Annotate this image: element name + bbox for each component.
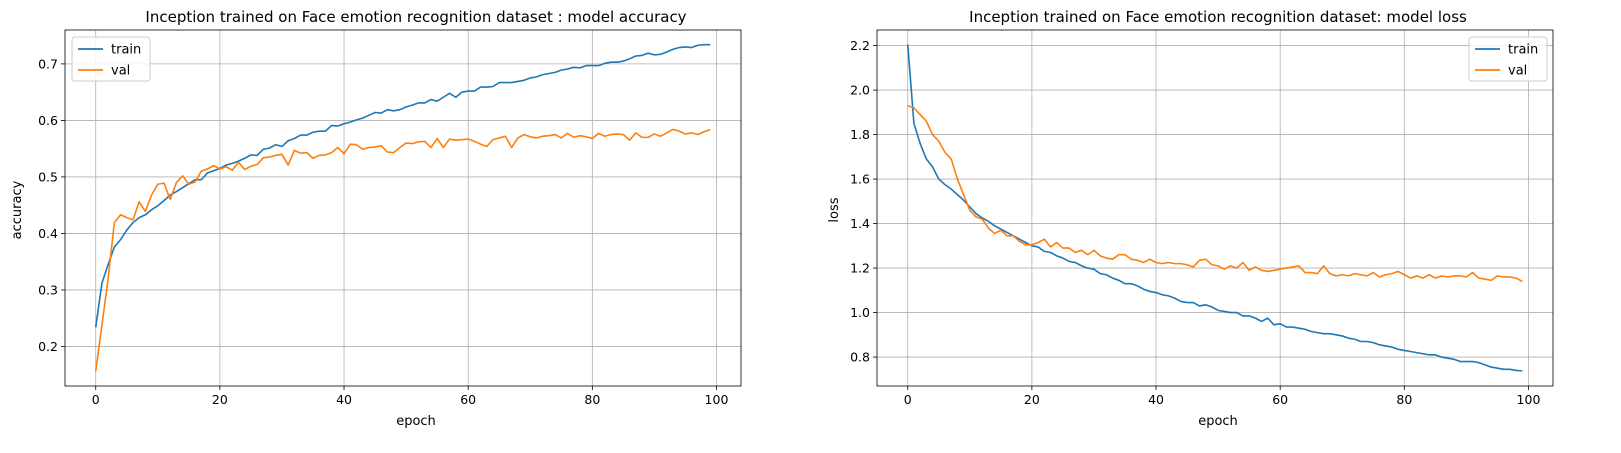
loss-xtick-label: 80 bbox=[1396, 392, 1412, 407]
accuracy-ytick-label: 0.6 bbox=[38, 113, 58, 128]
loss-ytick-label: 1.6 bbox=[850, 172, 870, 187]
accuracy-xtick-label: 40 bbox=[336, 392, 352, 407]
loss-ytick-label: 1.8 bbox=[850, 127, 870, 142]
accuracy-grid bbox=[65, 30, 741, 386]
accuracy-chart: Inception trained on Face emotion recogn… bbox=[10, 8, 742, 429]
accuracy-ytick-label: 0.7 bbox=[38, 56, 58, 71]
accuracy-xtick-label: 80 bbox=[584, 392, 600, 407]
loss-legend-label-train: train bbox=[1508, 43, 1538, 58]
accuracy-chart-ylabel: accuracy bbox=[10, 180, 25, 239]
accuracy-legend-label-val: val bbox=[111, 64, 130, 79]
accuracy-chart-title: Inception trained on Face emotion recogn… bbox=[145, 8, 686, 26]
loss-grid bbox=[877, 30, 1553, 386]
accuracy-legend: train val bbox=[71, 36, 151, 82]
loss-chart-title: Inception trained on Face emotion recogn… bbox=[969, 8, 1467, 26]
accuracy-xtick-label: 20 bbox=[212, 392, 228, 407]
loss-ytick-label: 2.2 bbox=[850, 38, 870, 53]
accuracy-chart-xlabel: epoch bbox=[396, 414, 436, 429]
accuracy-xtick-label: 0 bbox=[92, 392, 100, 407]
accuracy-ytick-label: 0.4 bbox=[38, 226, 58, 241]
loss-xtick-label: 100 bbox=[1517, 392, 1541, 407]
accuracy-axes-frame bbox=[64, 29, 742, 387]
loss-ytick-label: 1.2 bbox=[850, 261, 870, 276]
accuracy-ytick-label: 0.3 bbox=[38, 282, 58, 297]
loss-legend-label-val: val bbox=[1508, 64, 1527, 79]
accuracy-xtick-label: 60 bbox=[460, 392, 476, 407]
loss-train-line bbox=[906, 44, 1523, 372]
accuracy-xtick-label: 100 bbox=[705, 392, 729, 407]
loss-ytick-label: 2.0 bbox=[850, 83, 870, 98]
loss-chart-ylabel: loss bbox=[827, 197, 842, 222]
loss-ytick-label: 1.0 bbox=[850, 305, 870, 320]
loss-xtick-label: 60 bbox=[1272, 392, 1288, 407]
accuracy-train-line bbox=[94, 43, 711, 328]
accuracy-val-line bbox=[94, 128, 711, 372]
loss-xtick-label: 40 bbox=[1148, 392, 1164, 407]
accuracy-ytick-label: 0.2 bbox=[38, 339, 58, 354]
loss-legend: train val bbox=[1468, 36, 1548, 82]
loss-val-line bbox=[907, 104, 1523, 283]
loss-xtick-label: 20 bbox=[1024, 392, 1040, 407]
loss-ytick-label: 0.8 bbox=[850, 350, 870, 365]
loss-chart-xlabel: epoch bbox=[1198, 414, 1238, 429]
loss-xtick-label: 0 bbox=[904, 392, 912, 407]
loss-chart: Inception trained on Face emotion recogn… bbox=[827, 8, 1554, 429]
loss-axes-frame bbox=[876, 29, 1554, 387]
accuracy-ytick-label: 0.5 bbox=[38, 169, 58, 184]
accuracy-legend-label-train: train bbox=[111, 43, 141, 58]
loss-ytick-label: 1.4 bbox=[850, 216, 870, 231]
